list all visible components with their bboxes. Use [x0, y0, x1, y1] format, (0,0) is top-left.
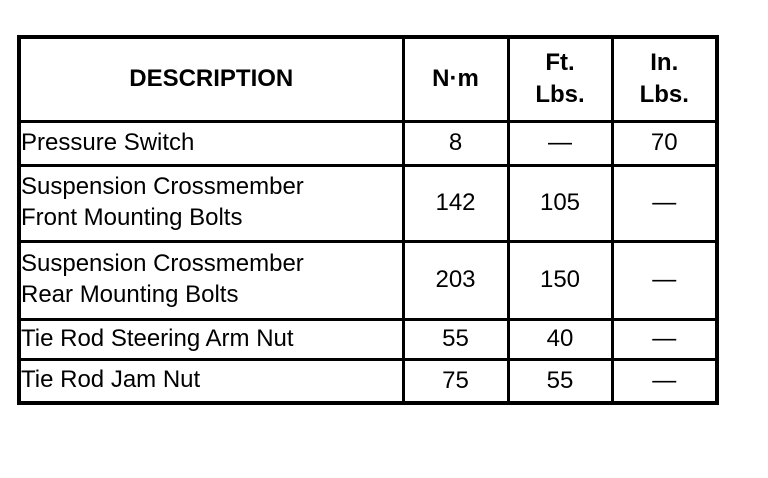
table-row: Tie Rod Steering Arm Nut 55 40 —	[17, 317, 719, 361]
torque-spec-table: DESCRIPTION N·m Ft. Lbs. In. Lbs. Pressu…	[17, 35, 719, 405]
ft-lbs-cell: 55	[506, 357, 614, 405]
nm-cell: 203	[401, 239, 510, 321]
description-cell: Tie Rod Steering Arm Nut	[17, 317, 405, 361]
table-row: Pressure Switch 8 — 70	[17, 119, 719, 167]
table-row: Suspension Crossmember Front Mounting Bo…	[17, 163, 719, 243]
description-cell: Suspension Crossmember Rear Mounting Bol…	[17, 239, 405, 321]
in-lbs-cell: 70	[610, 119, 719, 167]
in-lbs-cell: —	[610, 317, 719, 361]
ft-lbs-cell: 105	[506, 163, 614, 243]
col-header-nm: N·m	[401, 35, 510, 123]
in-lbs-cell: —	[610, 239, 719, 321]
ft-lbs-cell: 40	[506, 317, 614, 361]
nm-cell: 142	[401, 163, 510, 243]
ft-lbs-cell: 150	[506, 239, 614, 321]
nm-cell: 75	[401, 357, 510, 405]
in-lbs-cell: —	[610, 357, 719, 405]
nm-cell: 8	[401, 119, 510, 167]
description-cell: Tie Rod Jam Nut	[17, 357, 405, 405]
col-header-description: DESCRIPTION	[17, 35, 405, 123]
in-lbs-cell: —	[610, 163, 719, 243]
table-header-row: DESCRIPTION N·m Ft. Lbs. In. Lbs.	[17, 35, 719, 123]
table-row: Tie Rod Jam Nut 75 55 —	[17, 357, 719, 405]
col-header-in-lbs: In. Lbs.	[610, 35, 719, 123]
description-cell: Suspension Crossmember Front Mounting Bo…	[17, 163, 405, 243]
ft-lbs-cell: —	[506, 119, 614, 167]
nm-cell: 55	[401, 317, 510, 361]
description-cell: Pressure Switch	[17, 119, 405, 167]
table-row: Suspension Crossmember Rear Mounting Bol…	[17, 239, 719, 321]
col-header-ft-lbs: Ft. Lbs.	[506, 35, 614, 123]
